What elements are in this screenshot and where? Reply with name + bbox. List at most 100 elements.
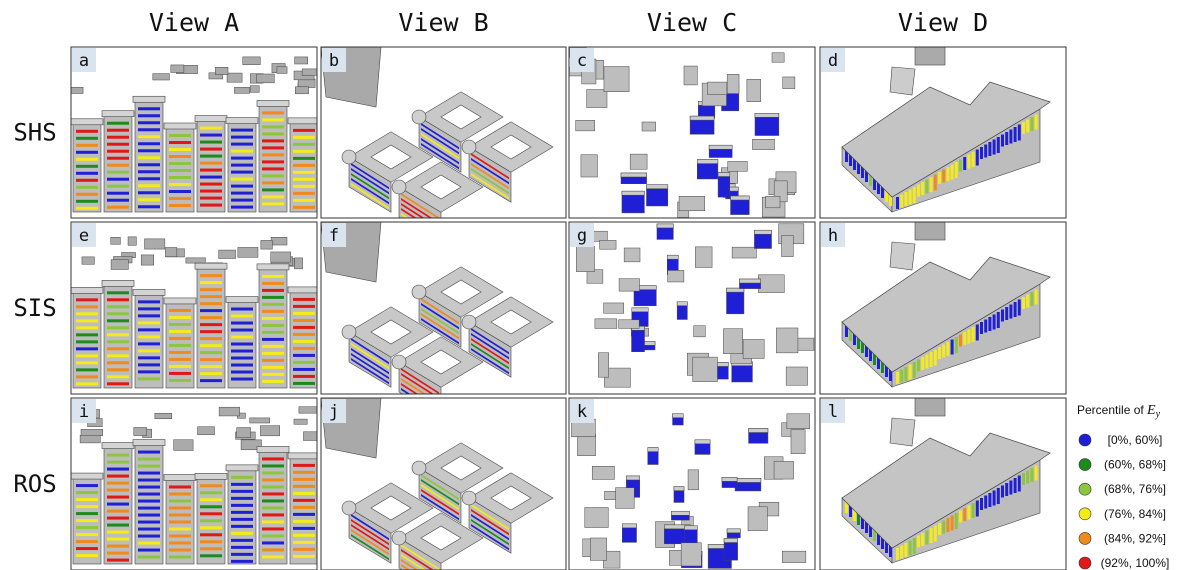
facade-column [959,511,962,523]
column-header: View C [647,8,737,37]
facade-stripe [231,476,253,479]
facade-stripe [138,507,160,510]
facade-stripe [107,291,129,294]
facade-stripe [200,295,222,298]
block [585,508,608,528]
facade-stripe [200,204,222,207]
facade-stripe [76,151,98,154]
panel [321,47,566,242]
facade-stripe [293,506,315,509]
annex-roof [890,67,915,95]
facade-column [967,330,970,344]
facade-stripe [138,321,160,324]
block-roof [739,279,760,283]
block [694,326,706,337]
facade-column [921,533,924,546]
legend-label: (60%, 68%] [1104,458,1166,472]
facade-stripe [169,506,191,509]
facade-stripe [200,155,222,158]
facade-stripe [293,326,315,329]
facade-stripe [293,548,315,551]
facade-stripe [293,485,315,488]
facade-column [1035,115,1038,130]
facade-column [942,345,945,358]
facade-stripe [200,498,222,501]
tower-cap [342,150,356,164]
facade-stripe [76,144,98,147]
facade-stripe [200,337,222,340]
facade-column [942,170,945,183]
facade-stripe [293,136,315,139]
panel-letter: a [79,51,89,71]
facade-stripe [262,146,284,149]
facade-stripe [293,143,315,146]
facade-stripe [200,484,222,487]
block-roof [671,511,689,515]
tower [915,47,945,65]
facade-stripe [293,178,315,181]
facade-stripe [76,498,98,501]
roof [195,263,227,269]
facade-stripe [76,505,98,508]
facade-stripe [138,156,160,159]
facade-stripe [169,190,191,193]
block-roof [724,539,738,543]
facade-stripe [200,169,222,172]
facade-stripe [76,526,98,529]
panel-letter: d [828,51,838,71]
column-header: View A [149,8,239,37]
facade-column [946,518,949,532]
facade-stripe [76,312,98,315]
context-block [165,247,176,256]
facade-stripe [169,323,191,326]
block [752,139,774,149]
facade-column [930,177,933,192]
facade-column [1030,117,1033,131]
facade-stripe [231,178,253,181]
facade-stripe [231,525,253,528]
facade-stripe [262,181,284,184]
facade-stripe [107,531,129,534]
facade-stripe [262,118,284,121]
facade-stripe [200,351,222,354]
facade-stripe [107,475,129,478]
tower-cap [462,315,476,329]
facade-stripe [293,541,315,544]
facade-stripe [231,546,253,549]
tower-cap [462,140,476,154]
facade-stripe [107,545,129,548]
facade-stripe [262,464,284,467]
block [577,434,595,455]
block [766,196,780,208]
context-block [271,252,291,262]
facade-column [1022,122,1025,134]
block-roof [722,477,737,481]
block [786,367,807,385]
facade-column [921,357,924,370]
facade-stripe [231,511,253,514]
block [783,77,795,89]
tower-cap [392,531,406,545]
facade-column [909,190,912,205]
facade-stripe [107,199,129,202]
facade-column [904,192,907,206]
facade-stripe [262,160,284,163]
facade-stripe [76,207,98,210]
facade-stripe [231,171,253,174]
context-block [250,418,270,423]
facade-stripe [262,527,284,530]
facade-column [925,355,928,369]
facade-column [972,503,975,518]
facade-stripe [231,129,253,132]
block [619,320,639,329]
block [587,90,607,108]
facade-stripe [138,377,160,380]
block-roof [632,308,648,312]
facade-column [1022,473,1025,485]
facade-stripe [138,363,160,366]
roof [102,280,134,286]
tower [915,398,945,416]
facade-column [1022,297,1025,309]
facade-stripe [76,130,98,133]
roof [133,440,165,446]
